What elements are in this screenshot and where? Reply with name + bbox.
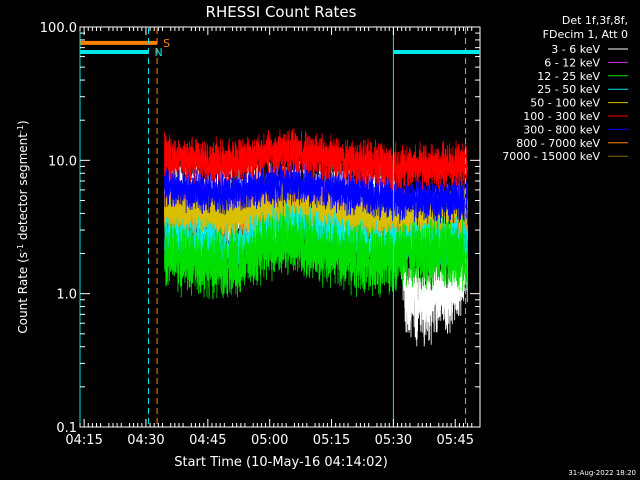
flag-label: N bbox=[154, 46, 162, 59]
legend-label: 25 - 50 keV bbox=[537, 83, 600, 96]
legend: Det 1f,3f,8f, FDecim 1, Att 0 3 - 6 keV6… bbox=[502, 14, 628, 163]
series-line-12-25keV bbox=[164, 202, 468, 300]
x-tick-label: 05:15 bbox=[313, 433, 350, 448]
y-tick-label: 100.0 bbox=[40, 21, 77, 36]
series-line-300-800keV bbox=[164, 160, 468, 226]
y-label-part: Count Rate (s bbox=[16, 252, 30, 334]
x-tick-label: 05:00 bbox=[251, 433, 288, 448]
y-tick-label: 1.0 bbox=[56, 288, 77, 303]
legend-label: 12 - 25 keV bbox=[537, 70, 600, 83]
series-group bbox=[164, 127, 468, 347]
x-axis: 04:15 04:30 04:45 05:00 05:15 05:30 05:45 bbox=[65, 27, 481, 448]
legend-header-detectors: Det 1f,3f,8f, bbox=[562, 14, 628, 27]
y-label-part: -1 bbox=[16, 244, 25, 252]
legend-label: 800 - 7000 keV bbox=[516, 137, 600, 150]
y-label-part: -1 bbox=[16, 125, 25, 133]
x-tick-label: 04:45 bbox=[189, 433, 226, 448]
x-tick-label: 04:30 bbox=[127, 433, 164, 448]
legend-header-decimation: FDecim 1, Att 0 bbox=[543, 28, 628, 41]
y-label-part: detector segment bbox=[16, 133, 30, 244]
legend-label: 300 - 800 keV bbox=[523, 123, 600, 136]
y-tick-label: 0.1 bbox=[56, 421, 77, 436]
y-tick-label: 10.0 bbox=[48, 154, 77, 169]
y-label-part: ) bbox=[16, 120, 30, 125]
x-tick-label: 05:45 bbox=[437, 433, 474, 448]
legend-label: 100 - 300 keV bbox=[523, 110, 600, 123]
chart-title: RHESSI Count Rates bbox=[206, 3, 357, 21]
annotation-group: SN bbox=[79, 28, 480, 426]
plot-area: SN bbox=[79, 26, 481, 428]
x-axis-label: Start Time (10-May-16 04:14:02) bbox=[174, 455, 388, 470]
x-tick-label: 05:30 bbox=[375, 433, 412, 448]
legend-label: 50 - 100 keV bbox=[530, 97, 600, 110]
flag-label: S bbox=[163, 37, 170, 50]
legend-label: 7000 - 15000 keV bbox=[502, 150, 600, 163]
y-axis: 0.1 1.0 10.0 100.0 bbox=[40, 21, 480, 436]
series-line-100-300keV bbox=[164, 127, 468, 191]
footer-date: 31-Aug-2022 18:20 bbox=[568, 469, 636, 477]
x-tick-label: 04:15 bbox=[65, 433, 102, 448]
legend-label: 3 - 6 keV bbox=[551, 43, 600, 56]
legend-label: 6 - 12 keV bbox=[544, 56, 600, 69]
y-axis-label: Count Rate (s-1 detector segment-1) bbox=[16, 120, 31, 333]
